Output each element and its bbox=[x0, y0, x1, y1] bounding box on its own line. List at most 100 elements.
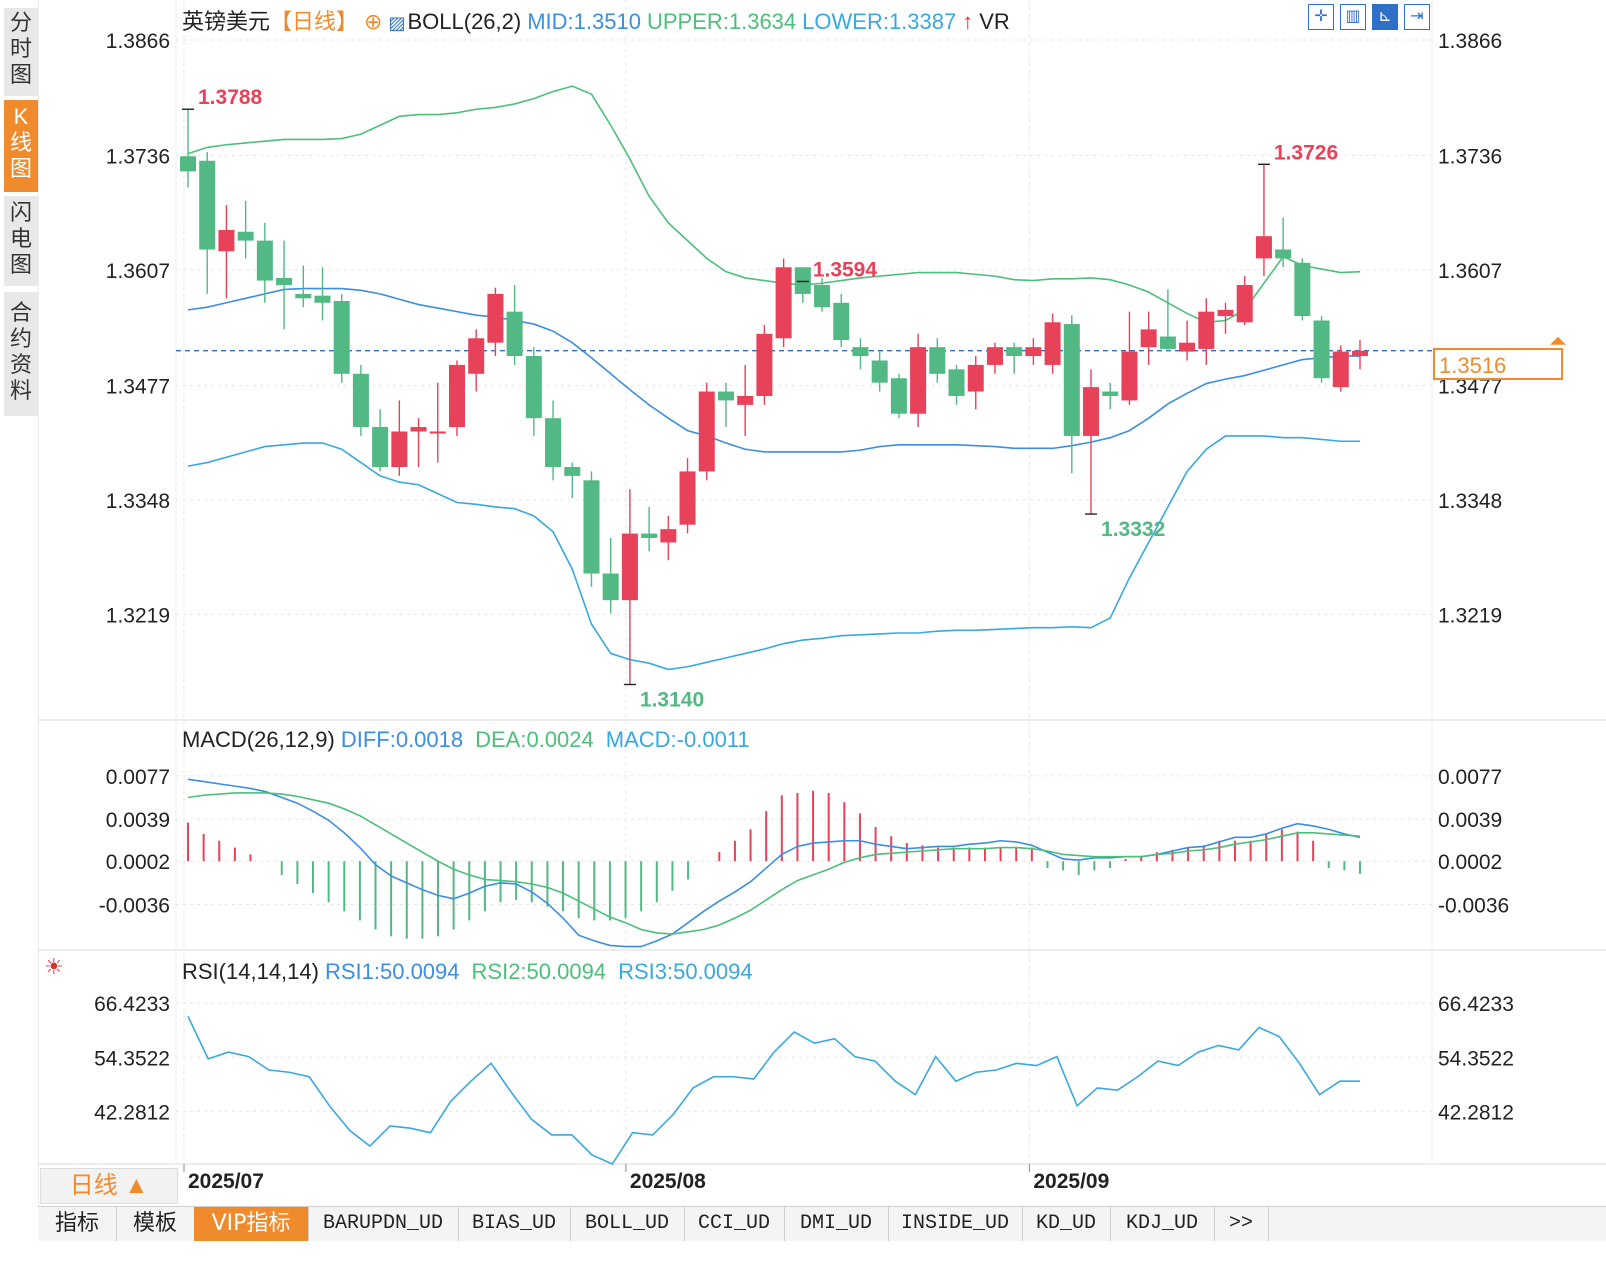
tab-templates[interactable]: 模板 bbox=[116, 1207, 195, 1241]
price-tick-label-left: 1.3736 bbox=[106, 145, 170, 168]
price-tick-label-right: 1.3477 bbox=[1438, 375, 1502, 398]
price-tick-label-right: 1.3348 bbox=[1438, 490, 1502, 513]
tab-kdj[interactable]: KDJ_UD bbox=[1110, 1207, 1215, 1241]
tab-bias[interactable]: BIAS_UD bbox=[458, 1207, 571, 1241]
candle-down bbox=[180, 156, 196, 172]
macd-tick-label-left: 0.0039 bbox=[106, 809, 170, 832]
bollinger-bands bbox=[176, 85, 1566, 671]
grid-lines bbox=[38, 0, 1606, 1206]
macd-diff-value: DIFF:0.0018 bbox=[340, 727, 464, 752]
tab-kline[interactable]: K线图 bbox=[4, 100, 38, 192]
tab-dmi[interactable]: DMI_UD bbox=[784, 1207, 889, 1241]
price-tick-label-right: 1.3866 bbox=[1438, 30, 1502, 53]
candle-down bbox=[525, 356, 542, 419]
boll-mid-value: MID:1.3510 bbox=[527, 9, 641, 34]
candle-down bbox=[276, 277, 293, 286]
axis-labels: 1.3866 1.3866 1.3736 1.3736 1.3607 1.3607 1.34… bbox=[94, 30, 1514, 1193]
price-tick-label-right: 1.3219 bbox=[1438, 604, 1502, 627]
macd-tick-label-left: -0.0036 bbox=[99, 894, 170, 917]
tab-time-share[interactable]: 分时图 bbox=[4, 8, 38, 96]
macd-tick-label-right: -0.0036 bbox=[1438, 894, 1509, 917]
macd-tick-label-left: 0.0077 bbox=[106, 766, 170, 789]
boll-lower-line bbox=[187, 435, 1360, 671]
candle-down bbox=[871, 360, 888, 383]
boll-mid-line bbox=[187, 287, 1360, 453]
tab-kd[interactable]: KD_UD bbox=[1022, 1207, 1111, 1241]
candle-down bbox=[1294, 262, 1311, 317]
candle-up bbox=[756, 333, 773, 396]
bar-chart-icon[interactable]: ▥ bbox=[1340, 4, 1366, 30]
price-tick-label-right: 1.3607 bbox=[1438, 260, 1502, 283]
candle-down bbox=[1102, 391, 1119, 396]
indicator-chart-icon[interactable]: ▨ bbox=[388, 13, 406, 33]
candle-down bbox=[583, 480, 600, 574]
candle-up bbox=[621, 533, 638, 601]
candle-down bbox=[333, 300, 350, 374]
crosshair-icon[interactable]: ⊕ bbox=[364, 9, 383, 34]
period-dropdown-button[interactable]: 日线 ▲ bbox=[40, 1168, 178, 1204]
tab-more[interactable]: >> bbox=[1214, 1207, 1269, 1241]
candle-up bbox=[410, 427, 427, 432]
tab-inside[interactable]: INSIDE_UD bbox=[888, 1207, 1023, 1241]
price-tick-label-left: 1.3866 bbox=[106, 30, 170, 53]
tab-barupdn[interactable]: BARUPDN_UD bbox=[308, 1207, 459, 1241]
boll-lower-value: LOWER:1.3387 bbox=[802, 9, 957, 34]
candle-down bbox=[890, 378, 907, 414]
candle-down bbox=[1063, 324, 1080, 436]
left-tab-bar: 分时图 K线图 闪电图 合约资料 bbox=[0, 0, 38, 1264]
rsi2-value: RSI2:50.0094 bbox=[471, 959, 607, 984]
candle-up bbox=[1179, 342, 1196, 352]
candle-up bbox=[391, 431, 408, 467]
chart-canvas[interactable]: 1.3866 1.3866 1.3736 1.3736 1.3607 1.3607 1.34… bbox=[38, 0, 1606, 1206]
candle-down bbox=[794, 267, 811, 294]
candle-down bbox=[814, 285, 831, 308]
tab-contract-info[interactable]: 合约资料 bbox=[4, 292, 38, 416]
tab-indicators[interactable]: 指标 bbox=[38, 1207, 117, 1241]
symbol-name: 英镑美元 bbox=[182, 9, 271, 34]
candle-down bbox=[948, 369, 965, 396]
candle-up bbox=[660, 529, 677, 543]
candle-up bbox=[1217, 309, 1234, 317]
expand-icon[interactable]: ⇥ bbox=[1404, 4, 1430, 30]
candle-down bbox=[1313, 320, 1330, 379]
rsi-tick-label-left: 54.3522 bbox=[94, 1047, 170, 1070]
tab-vip-indicators[interactable]: VIP指标 bbox=[194, 1207, 309, 1241]
candle-down bbox=[295, 293, 312, 299]
line-chart-icon[interactable]: ⊾ bbox=[1372, 4, 1398, 30]
up-arrow-icon[interactable]: ↑ bbox=[962, 9, 974, 34]
settings-sun-icon[interactable]: ☀ bbox=[44, 954, 64, 979]
candle-down bbox=[199, 160, 216, 250]
candle-up bbox=[1044, 322, 1061, 365]
candle-up bbox=[775, 267, 792, 339]
crosshair-tool-icon[interactable]: ✛ bbox=[1308, 4, 1334, 30]
candle-up bbox=[1025, 347, 1042, 357]
macd-tick-label-right: 0.0077 bbox=[1438, 766, 1502, 789]
macd-header: MACD(26,12,9) DIFF:0.0018 DEA:0.0024 MACD:-… bbox=[182, 727, 762, 753]
price-tick-label-right: 1.3736 bbox=[1438, 145, 1502, 168]
rsi-tick-label-right: 54.3522 bbox=[1438, 1047, 1514, 1070]
candle-up bbox=[487, 293, 504, 343]
macd-title: MACD(26,12,9) bbox=[182, 727, 335, 752]
high-price-label: 1.3726 bbox=[1274, 141, 1338, 164]
candle-down bbox=[545, 418, 562, 467]
macd-macd-value: MACD:-0.0011 bbox=[605, 727, 750, 752]
candle-up bbox=[1121, 351, 1138, 401]
month-label: 2025/09 bbox=[1033, 1170, 1109, 1193]
candle-up bbox=[1198, 311, 1215, 349]
candle-down bbox=[717, 391, 734, 401]
candle-down bbox=[1006, 347, 1023, 357]
period-label[interactable]: 【日线】 bbox=[270, 9, 359, 34]
candle-up bbox=[679, 471, 696, 525]
macd-panel bbox=[187, 778, 1361, 948]
macd-dea-value: DEA:0.0024 bbox=[475, 727, 594, 752]
tab-flash-chart[interactable]: 闪电图 bbox=[4, 196, 38, 286]
macd-dea-line bbox=[187, 792, 1361, 935]
vr-indicator[interactable]: VR bbox=[979, 9, 1010, 34]
tab-cci[interactable]: CCI_UD bbox=[684, 1207, 785, 1241]
chart-header: 英镑美元【日线】 ⊕ ▨BOLL(26,2) MID:1.3510 UPPER:1.36… bbox=[182, 4, 1016, 34]
candle-down bbox=[372, 427, 389, 467]
tab-boll[interactable]: BOLL_UD bbox=[570, 1207, 685, 1241]
candle-up bbox=[429, 431, 446, 434]
candle-up bbox=[1255, 236, 1272, 259]
low-price-label: 1.3332 bbox=[1101, 518, 1165, 541]
